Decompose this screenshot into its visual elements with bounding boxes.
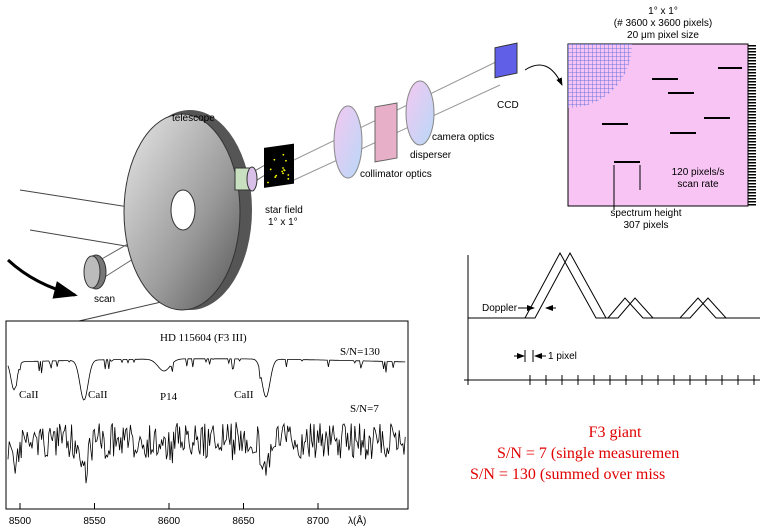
line-label: P14 [160,391,178,403]
line-label: CaII [19,389,39,401]
caption: S/N = 7 (single measuremen [497,445,679,462]
field-size-label: 1° x 1° [268,217,298,228]
star [285,160,287,162]
telescope-label: telescope [172,113,215,124]
doppler-label: Doppler [482,303,518,314]
ccd-pixel-size: 20 μm pixel size [627,30,699,41]
ccd-label: CCD [497,100,519,111]
spectrum-title: HD 115604 (F3 III) [160,332,247,344]
sn-high: S/N=130 [340,346,380,358]
x-tick-label: 8650 [232,516,255,527]
star-field-label: star field [265,205,303,216]
scan-label: scan [94,294,115,305]
star-field [264,144,294,188]
ccd-field-size: 1° x 1° [648,6,678,17]
star [282,167,284,169]
star [270,169,272,171]
scan-rate-2: scan rate [677,179,719,190]
ccd-pixels: (# 3600 x 3600 pixels) [614,18,712,29]
diagram: telescope scan star field 1° x 1° camera… [0,0,760,530]
x-tick-label: 8600 [158,516,181,527]
star [282,172,284,174]
doppler-panel [464,253,760,385]
line-label: CaII [234,389,254,401]
star [281,171,283,173]
star [284,169,286,171]
x-axis-label: λ(Å) [348,514,366,527]
x-tick-label: 8550 [83,516,106,527]
caption: F3 giant [589,424,642,441]
camera-label: camera optics [432,132,494,143]
height-2: 307 pixels [623,220,668,231]
star [267,182,269,184]
page: {"instrument": {"telescope": "telescope"… [0,0,760,530]
star [287,174,289,176]
star [273,159,275,161]
height-1: spectrum height [610,208,681,219]
line-label: CaII [88,389,108,401]
collimator-label: collimator optics [360,169,432,180]
ccd-panel [568,44,756,210]
pixel-label: 1 pixel [548,351,577,362]
star [282,154,284,156]
scan-rate-1: 120 pixels/s [672,167,725,178]
x-tick-label: 8500 [9,516,32,527]
x-tick-label: 8700 [307,516,330,527]
star [275,175,277,177]
caption: S/N = 130 (summed over miss [470,466,665,483]
disperser-label: disperser [410,150,452,161]
telescope [8,110,265,330]
sn-low: S/N=7 [350,403,379,415]
star [287,178,289,180]
